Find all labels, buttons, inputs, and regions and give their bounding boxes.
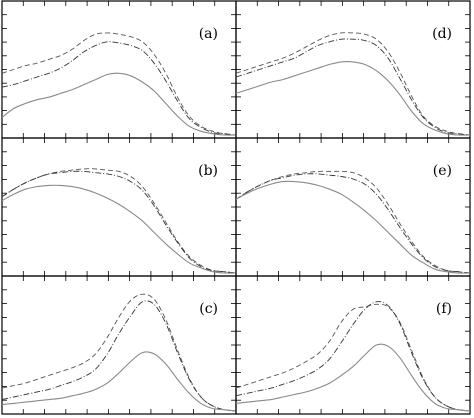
panel-label: (e) <box>433 163 452 179</box>
series-line-dashdot <box>235 301 471 412</box>
series-line-dashed <box>235 170 471 274</box>
series-line-solid <box>235 180 471 274</box>
panel-e: (e) <box>235 137 471 277</box>
series-line-solid <box>1 351 237 412</box>
series-line-dashdot <box>1 41 237 136</box>
panel-label: (f) <box>436 301 452 317</box>
panel-d: (d) <box>235 0 471 139</box>
panel-frame <box>235 0 471 139</box>
panel-b: (b) <box>1 137 237 277</box>
panel-f: (f) <box>235 275 471 415</box>
series-line-dashdot <box>1 170 237 274</box>
series-line-dashed <box>235 32 471 136</box>
series-line-dashed <box>235 303 471 412</box>
series-line-solid <box>1 72 237 136</box>
panel-label: (c) <box>199 301 218 317</box>
series-line-dashdot <box>235 173 471 274</box>
series-line-solid <box>235 343 471 412</box>
series-line-dashed <box>1 293 237 412</box>
panel-label: (a) <box>199 26 218 42</box>
panel-frame <box>235 275 471 415</box>
panel-frame <box>1 137 237 277</box>
panel-a: (a) <box>1 0 237 139</box>
series-line-dashed <box>1 32 237 136</box>
panel-frame <box>1 0 237 139</box>
series-line-dashdot <box>235 38 471 136</box>
series-line-solid <box>1 184 237 274</box>
series-line-dashed <box>1 168 237 274</box>
panel-frame <box>1 275 237 415</box>
panel-frame <box>235 137 471 277</box>
panel-c: (c) <box>1 275 237 415</box>
series-line-solid <box>235 61 471 136</box>
panel-label: (d) <box>432 26 452 42</box>
panel-label: (b) <box>198 163 218 179</box>
